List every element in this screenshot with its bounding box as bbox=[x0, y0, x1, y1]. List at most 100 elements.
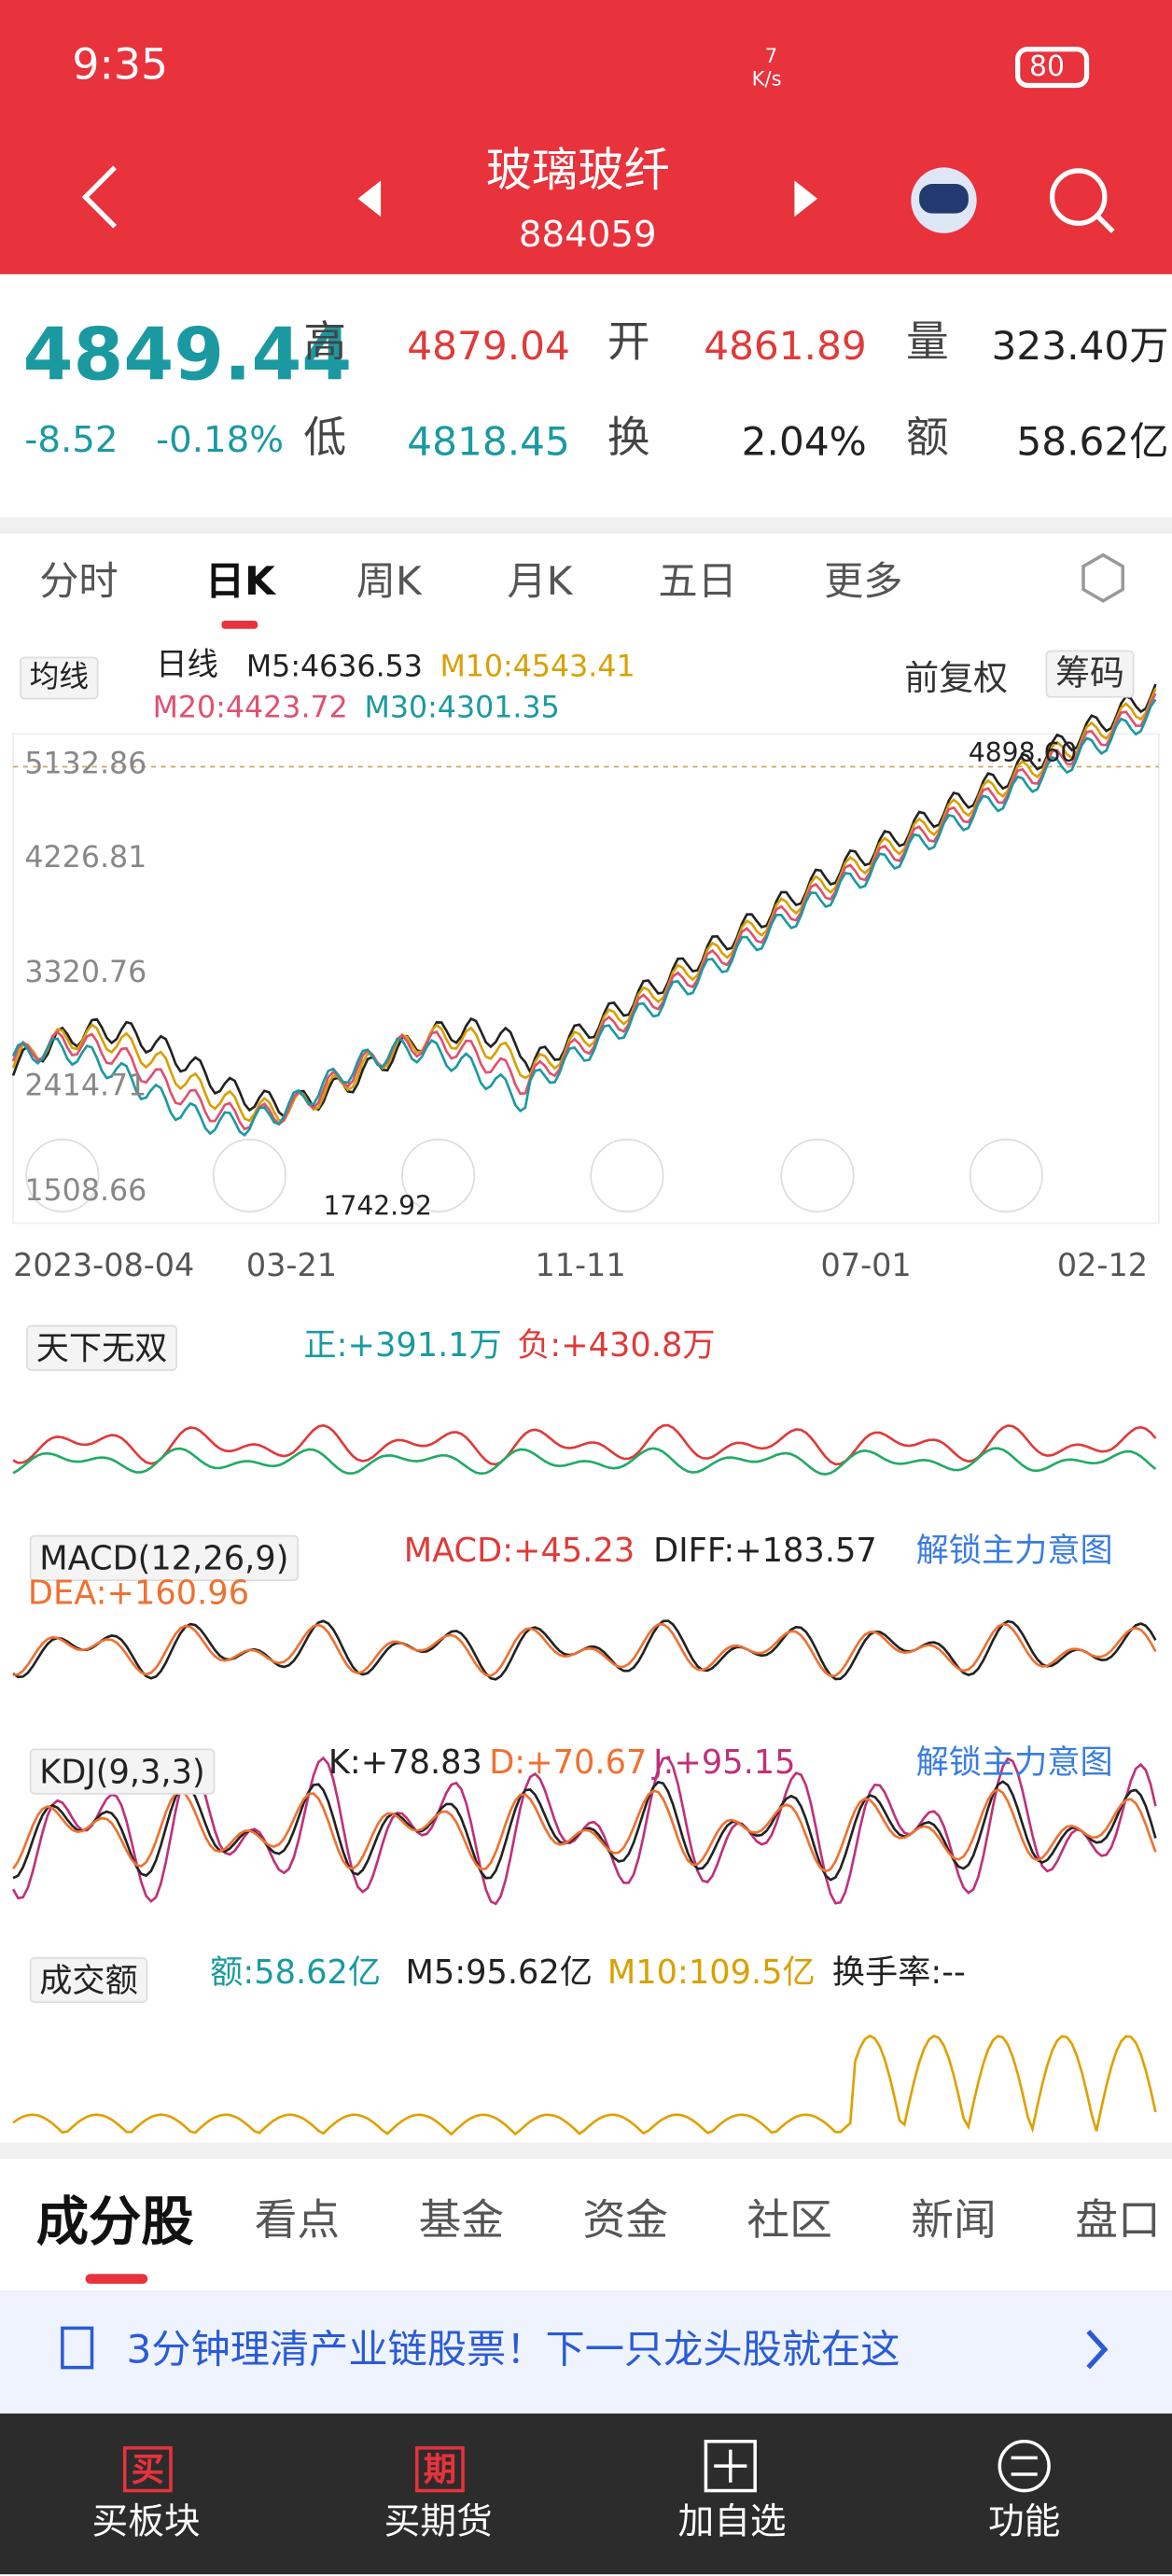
y-label: 3320.76 bbox=[24, 955, 147, 990]
volume-name[interactable]: 成交额 bbox=[29, 1956, 148, 2004]
bottom-tab[interactable]: 成分股 bbox=[35, 2190, 194, 2253]
header-icons bbox=[81, 47, 1115, 233]
separator bbox=[0, 517, 1172, 534]
price: 4849.44 bbox=[22, 313, 353, 398]
field-value: 4818.45 bbox=[407, 418, 570, 465]
top-bar bbox=[0, 0, 1172, 274]
m5: M5:95.62亿 bbox=[405, 1952, 593, 1992]
ma-value: M30:4301.35 bbox=[364, 691, 560, 726]
code: 884059 bbox=[518, 215, 657, 257]
tab-indicator bbox=[221, 620, 258, 629]
tab[interactable]: 日K bbox=[204, 558, 275, 605]
d: D:+70.67 bbox=[489, 1742, 648, 1782]
banner-text[interactable]: 3分钟理清产业链股票！下一只龙头股就在这 bbox=[126, 2326, 900, 2373]
nav-label[interactable]: 功能 bbox=[987, 2501, 1061, 2543]
positive: 正:+391.1万 bbox=[303, 1324, 502, 1365]
chip[interactable]: 筹码 bbox=[1045, 650, 1135, 698]
nav-icon: 买 bbox=[122, 2446, 173, 2493]
j: J:+95.15 bbox=[653, 1742, 796, 1782]
decor-line bbox=[12, 1447, 1157, 1476]
amount: 额:58.62亿 bbox=[210, 1952, 382, 1992]
ma-value: M20:4423.72 bbox=[152, 691, 348, 726]
adjust[interactable]: 前复权 bbox=[904, 658, 1009, 698]
x-label: 2023-08-04 bbox=[13, 1247, 195, 1284]
field-label: 换 bbox=[607, 413, 650, 464]
bottom-tab[interactable]: 看点 bbox=[254, 2196, 341, 2247]
search-icon bbox=[1049, 168, 1108, 226]
menu-lines bbox=[1011, 2456, 1038, 2476]
low-label: 1742.92 bbox=[323, 1190, 432, 1222]
speed-unit: K/s bbox=[751, 67, 782, 91]
unlock[interactable]: 解锁主力意图 bbox=[915, 1530, 1113, 1570]
change: -8.52 bbox=[24, 420, 119, 462]
nav-icon: 期 bbox=[415, 2446, 465, 2493]
indicator-name[interactable]: 天下无双 bbox=[26, 1324, 177, 1371]
search-handle bbox=[1095, 215, 1115, 233]
field-label: 量 bbox=[906, 318, 949, 369]
macd-value: MACD:+45.23 bbox=[403, 1530, 635, 1570]
control bbox=[590, 1138, 664, 1213]
field-value: 4861.89 bbox=[704, 323, 867, 370]
banner-icon bbox=[61, 2326, 94, 2370]
decor-line bbox=[11, 1787, 1157, 1873]
bottom-tab[interactable]: 资金 bbox=[582, 2196, 668, 2247]
x-label: 03-21 bbox=[245, 1247, 338, 1284]
control bbox=[780, 1138, 855, 1213]
ma-value: M5:4636.53 bbox=[245, 650, 423, 685]
kline-frame bbox=[12, 733, 1160, 1225]
add-icon bbox=[704, 2440, 757, 2493]
tab[interactable]: 分时 bbox=[39, 558, 119, 605]
macd-name[interactable]: MACD(12,26,9) bbox=[29, 1534, 299, 1582]
time: 9:35 bbox=[72, 40, 169, 91]
field-label: 开 bbox=[607, 318, 650, 369]
x-label: 02-12 bbox=[1056, 1247, 1148, 1284]
decor-line bbox=[12, 1423, 1157, 1466]
nav-label[interactable]: 加自选 bbox=[677, 2501, 787, 2543]
control bbox=[401, 1138, 476, 1213]
bottom-tab[interactable]: 社区 bbox=[746, 2196, 832, 2247]
y-label: 1508.66 bbox=[24, 1173, 147, 1209]
kdj-name[interactable]: KDJ(9,3,3) bbox=[29, 1748, 216, 1795]
back-icon bbox=[81, 165, 118, 229]
nav-label[interactable]: 买板块 bbox=[91, 2501, 201, 2543]
ma-value: M10:4543.41 bbox=[440, 650, 635, 685]
ma-selector[interactable]: 均线 bbox=[20, 656, 99, 700]
tab[interactable]: 月K bbox=[507, 558, 573, 605]
y-label: 2414.71 bbox=[24, 1069, 147, 1104]
bottom-tab[interactable]: 基金 bbox=[418, 2196, 505, 2247]
bottom-tab[interactable]: 盘口 bbox=[1075, 2196, 1161, 2247]
field-value: 323.40万 bbox=[991, 323, 1169, 370]
tab[interactable]: 周K bbox=[356, 558, 422, 605]
decor-line bbox=[12, 2034, 1157, 2136]
bottom-tab[interactable]: 新闻 bbox=[911, 2196, 997, 2247]
speed: 7 bbox=[764, 44, 778, 68]
tab[interactable]: 更多 bbox=[824, 558, 903, 605]
decor-line bbox=[11, 688, 1157, 1123]
separator bbox=[0, 2142, 1172, 2160]
chart-decoration bbox=[11, 683, 1157, 2136]
nav-bg bbox=[0, 2413, 1172, 2575]
change-pct: -0.18% bbox=[156, 420, 285, 462]
nav-label[interactable]: 买期货 bbox=[384, 2501, 493, 2543]
banner-bg bbox=[0, 2289, 1172, 2414]
negative: 负:+430.8万 bbox=[517, 1324, 716, 1365]
decor-line bbox=[12, 1622, 1157, 1678]
unlock[interactable]: 解锁主力意图 bbox=[915, 1742, 1113, 1782]
robot-face bbox=[919, 184, 969, 214]
dea: DEA:+160.96 bbox=[27, 1573, 250, 1613]
battery-icon bbox=[1015, 47, 1090, 89]
field-label: 额 bbox=[906, 413, 949, 464]
battery: 80 bbox=[1028, 50, 1066, 84]
tab[interactable]: 五日 bbox=[658, 558, 737, 605]
decor-line bbox=[11, 698, 1157, 1138]
add-plus bbox=[714, 2449, 747, 2483]
mode: 日线 bbox=[156, 647, 218, 683]
y-label: 5132.86 bbox=[24, 747, 147, 782]
turnover: 换手率:-- bbox=[831, 1952, 966, 1992]
x-label: 11-11 bbox=[535, 1247, 626, 1284]
bottom-tab-indicator bbox=[85, 2274, 148, 2284]
diff: DIFF:+183.57 bbox=[653, 1530, 877, 1570]
